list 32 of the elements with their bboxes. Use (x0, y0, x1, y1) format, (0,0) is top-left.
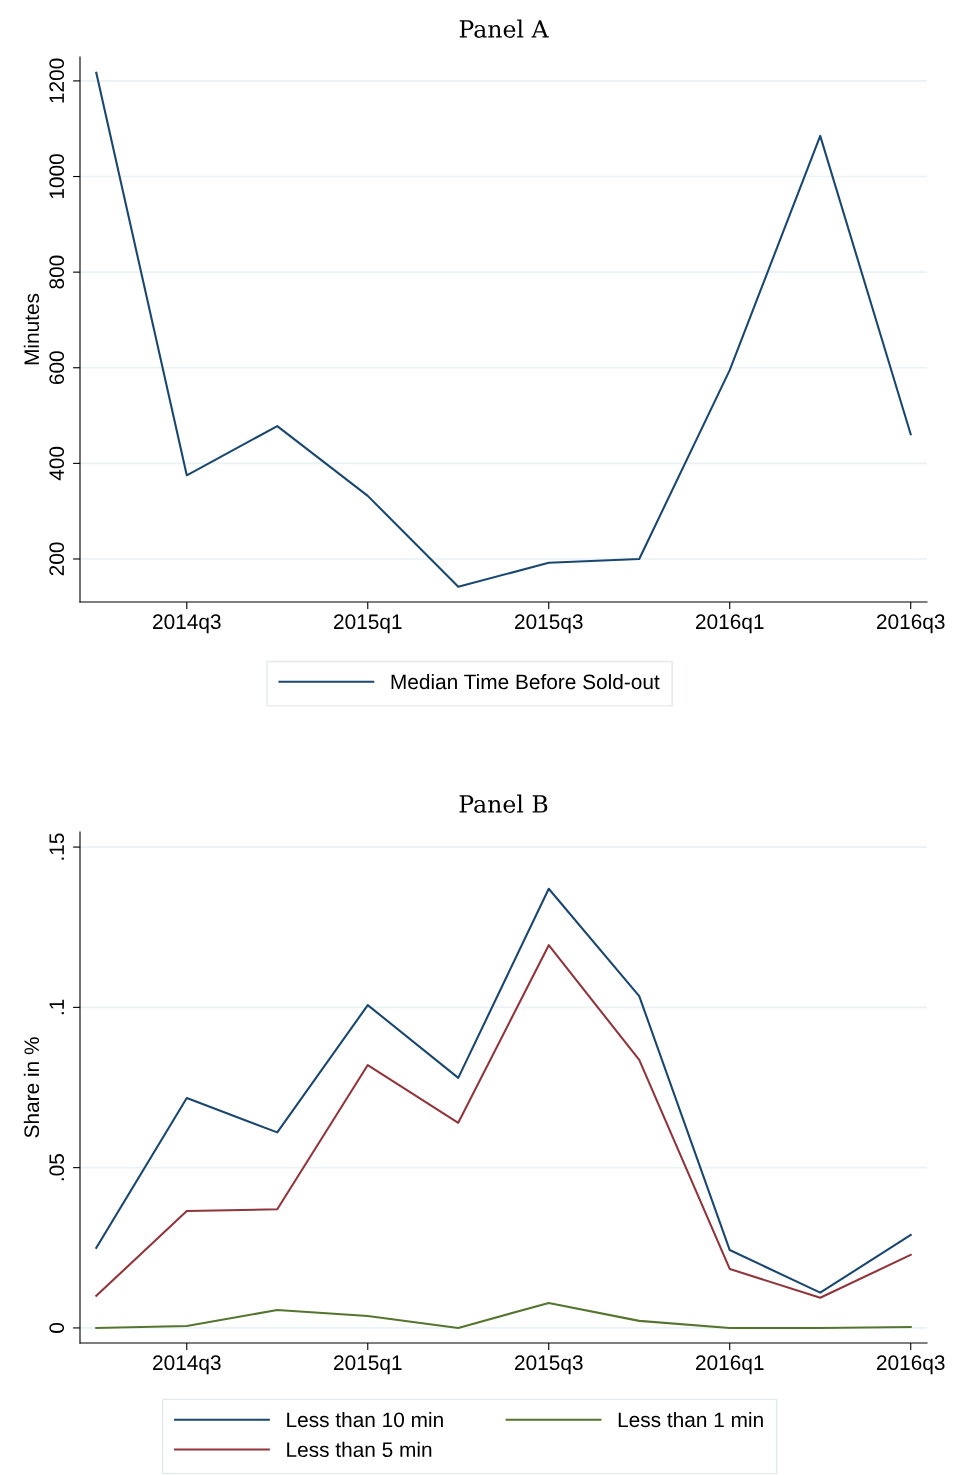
chart-title: Panel A (459, 19, 549, 38)
x-tick-label: 2016q3 (877, 1355, 945, 1375)
y-tick-label: 1200 (49, 58, 65, 103)
y-tick-label: 0 (49, 1322, 65, 1333)
line-series (95, 944, 912, 1299)
legend-label: Median Time Before Sold-out (391, 673, 660, 690)
line-series (95, 1301, 912, 1329)
y-tick-label: 600 (49, 351, 65, 385)
y-tick-label: .1 (49, 999, 64, 1015)
chart-title: Panel B (459, 794, 548, 813)
x-tick-label: 2015q3 (515, 614, 583, 634)
x-tick-label: 2016q1 (696, 1355, 764, 1375)
y-axis-title: Share in % (23, 1037, 40, 1138)
y-tick-label: 200 (49, 542, 65, 576)
y-tick-label: 400 (49, 446, 65, 481)
y-tick-label: .05 (49, 1154, 65, 1181)
x-tick-label: 2016q3 (877, 614, 945, 634)
x-tick-label: 2015q3 (515, 1355, 583, 1375)
y-tick-label: .15 (49, 833, 65, 860)
legend-label: Less than 10 min (287, 1411, 443, 1428)
line-series (95, 887, 912, 1294)
x-tick-label: 2016q1 (696, 614, 764, 634)
x-tick-label: 2015q1 (334, 614, 402, 634)
legend-label: Less than 5 min (287, 1441, 432, 1458)
x-tick-label: 2014q3 (153, 1355, 221, 1375)
y-tick-label: 800 (49, 255, 65, 289)
line-series (95, 71, 912, 588)
y-axis-title: Minutes (23, 293, 40, 365)
x-tick-label: 2015q1 (334, 1355, 402, 1375)
legend-label: Less than 1 min (618, 1411, 763, 1428)
y-tick-label: 1000 (49, 154, 65, 199)
x-tick-label: 2014q3 (153, 614, 221, 634)
